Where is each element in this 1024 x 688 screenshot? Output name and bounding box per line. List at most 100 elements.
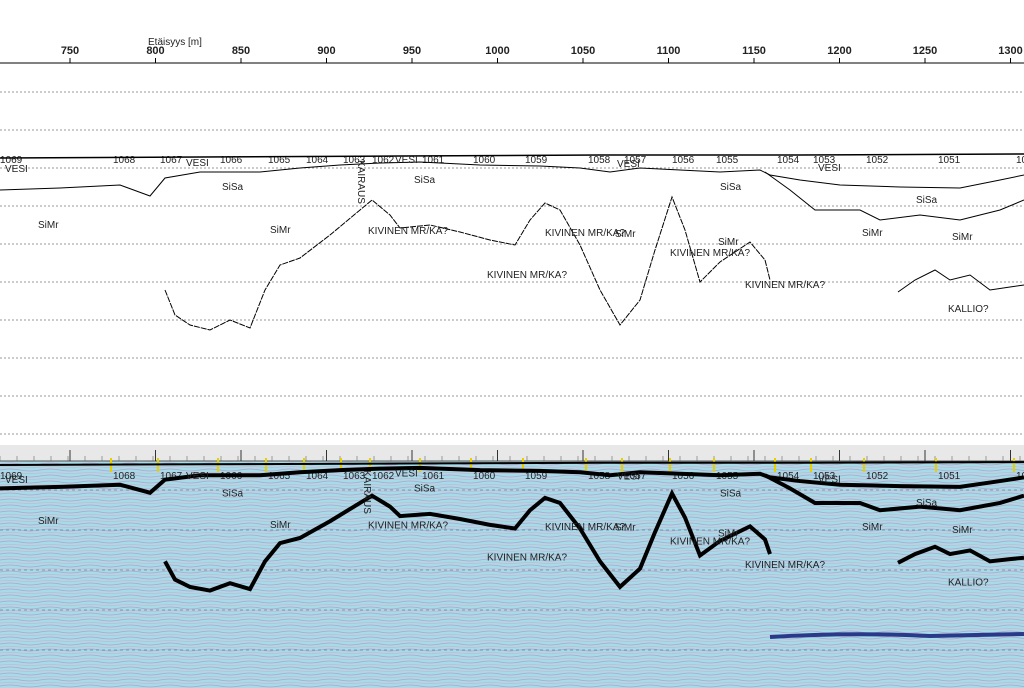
top-panel bbox=[0, 0, 1024, 445]
layer-label: VESI bbox=[395, 469, 418, 480]
station-label: 1068 bbox=[113, 155, 136, 166]
layer-label: KAIRAUS bbox=[355, 160, 366, 204]
tick-label: 950 bbox=[403, 45, 421, 57]
layer-label: SiMr bbox=[615, 229, 636, 240]
layer-label: KIVINEN MR/KA? bbox=[745, 280, 825, 291]
layer-label: VESI bbox=[818, 474, 841, 485]
ruler-strip bbox=[0, 445, 1024, 461]
station-label: 1050 bbox=[1016, 155, 1024, 166]
layer-label: SiMr bbox=[862, 228, 883, 239]
seismic-artifact bbox=[769, 632, 1024, 639]
tick-label: 750 bbox=[61, 45, 79, 57]
layer-label: KIVINEN MR/KA? bbox=[545, 522, 625, 533]
station-label: 1067 bbox=[160, 471, 183, 482]
seismic-horizon bbox=[0, 461, 1024, 466]
tick-label: 1150 bbox=[742, 45, 766, 57]
station-label: 1053 bbox=[813, 155, 836, 166]
layer-label: SiSa bbox=[720, 488, 742, 499]
tick-label: 900 bbox=[317, 45, 335, 57]
station-label: 1062 bbox=[372, 471, 395, 482]
layer-label: SiSa bbox=[414, 175, 436, 186]
layer-label: SiMr bbox=[862, 522, 883, 533]
station-label: 1051 bbox=[938, 155, 961, 166]
interpretation-line bbox=[164, 195, 771, 331]
layer-label: KIVINEN MR/KA? bbox=[487, 553, 567, 564]
station-label: 1068 bbox=[113, 471, 136, 482]
station-label: 1067 bbox=[160, 155, 183, 166]
layer-label: SiMr bbox=[952, 525, 973, 536]
tick-label: 1250 bbox=[913, 45, 937, 57]
layer-label: VESI bbox=[818, 163, 841, 174]
layer-label: KIVINEN MR/KA? bbox=[670, 248, 750, 259]
layer-label: SiSa bbox=[720, 182, 742, 193]
layer-label: KAIRAUS bbox=[361, 470, 372, 514]
seismic-horizon bbox=[163, 488, 772, 593]
layer-label: KALLIO? bbox=[948, 577, 989, 588]
interpretation-line bbox=[0, 153, 1024, 159]
seismic-horizon bbox=[0, 465, 1024, 495]
layer-label: KIVINEN MR/KA? bbox=[670, 537, 750, 548]
layer-label: KIVINEN MR/KA? bbox=[487, 270, 567, 281]
station-label: 1063 bbox=[343, 155, 366, 166]
station-label: 1058 bbox=[588, 471, 611, 482]
station-label: 1062 bbox=[372, 155, 395, 166]
layer-label: SiSa bbox=[916, 195, 938, 206]
interpretation-line bbox=[0, 161, 1024, 197]
station-label: 1056 bbox=[672, 471, 695, 482]
tick-label: 1200 bbox=[827, 45, 851, 57]
station-label: 1066 bbox=[220, 155, 243, 166]
station-label: 1057 bbox=[624, 471, 647, 482]
station-label: 1061 bbox=[422, 155, 445, 166]
station-label: 1057 bbox=[624, 155, 647, 166]
layer-label: SiMr bbox=[952, 232, 973, 243]
axis-label: Etäisyys [m] bbox=[148, 37, 202, 48]
tick-label: 1050 bbox=[571, 45, 595, 57]
station-label: 1053 bbox=[813, 471, 836, 482]
layer-label: SiSa bbox=[414, 483, 436, 494]
layer-label: SiMr bbox=[615, 523, 636, 534]
seismic-horizon bbox=[764, 473, 1024, 513]
tick-label: 1300 bbox=[998, 45, 1022, 57]
station-label: 1059 bbox=[525, 155, 548, 166]
layer-label: SiMr bbox=[270, 225, 291, 236]
station-label: 1061 bbox=[422, 471, 445, 482]
station-label: 1064 bbox=[306, 471, 329, 482]
station-label: 1052 bbox=[866, 155, 889, 166]
station-label: 1060 bbox=[473, 471, 496, 482]
station-label: 1056 bbox=[672, 155, 695, 166]
station-label: 1059 bbox=[525, 471, 548, 482]
station-label: 1052 bbox=[866, 471, 889, 482]
layer-label: KALLIO? bbox=[948, 304, 989, 315]
layer-label: SiSa bbox=[916, 498, 938, 509]
station-label: 1054 bbox=[777, 471, 800, 482]
station-label: 1069 bbox=[0, 471, 23, 482]
layer-label: VESI bbox=[5, 475, 28, 486]
layer-label: VESI bbox=[5, 164, 28, 175]
layer-label: SiMr bbox=[270, 520, 291, 531]
station-label: 1055 bbox=[716, 155, 739, 166]
layer-label: SiMr bbox=[718, 237, 739, 248]
layer-label: SiMr bbox=[38, 516, 59, 527]
layer-label: VESI bbox=[186, 158, 209, 169]
layer-label: KIVINEN MR/KA? bbox=[545, 228, 625, 239]
layer-label: VESI bbox=[395, 155, 418, 166]
interpretation-line bbox=[897, 269, 1024, 293]
station-label: 1069 bbox=[0, 155, 23, 166]
station-label: 1058 bbox=[588, 155, 611, 166]
layer-label: SiSa bbox=[222, 488, 244, 499]
station-label: 1065 bbox=[268, 155, 291, 166]
layer-label: KIVINEN MR/KA? bbox=[368, 226, 448, 237]
layer-label: SiMr bbox=[38, 220, 59, 231]
station-label: 1054 bbox=[777, 155, 800, 166]
layer-label: SiMr bbox=[718, 529, 739, 540]
station-label: 1051 bbox=[938, 471, 961, 482]
tick-label: 800 bbox=[146, 45, 164, 57]
layer-label: VESI bbox=[617, 159, 640, 170]
layer-label: VESI bbox=[617, 472, 640, 483]
seismic-horizon bbox=[897, 544, 1024, 565]
station-label: 1065 bbox=[268, 471, 291, 482]
tick-label: 1000 bbox=[485, 45, 509, 57]
layer-label: SiSa bbox=[222, 182, 244, 193]
station-label: 1064 bbox=[306, 155, 329, 166]
